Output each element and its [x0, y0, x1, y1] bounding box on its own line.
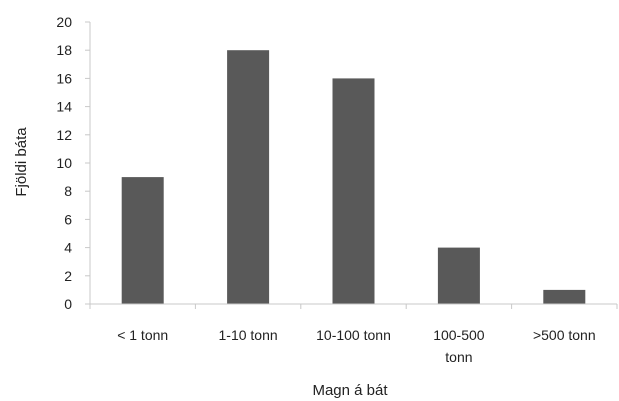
bar: [332, 78, 375, 305]
y-tick-label: 20: [56, 14, 72, 30]
y-tick-label: 8: [64, 183, 72, 199]
y-tick-label: 2: [64, 268, 72, 284]
x-tick-label: 100-500 tonn: [433, 327, 485, 365]
y-tick-label: 14: [56, 99, 72, 115]
bars: [121, 50, 586, 305]
x-tick-label: 1-10 tonn: [219, 327, 278, 343]
y-tick-label: 0: [64, 296, 72, 312]
x-tick-label: < 1 tonn: [117, 327, 168, 343]
y-tick-label: 6: [64, 211, 72, 227]
bar: [227, 50, 270, 305]
y-tick-label: 18: [56, 42, 72, 58]
x-axis-ticks: < 1 tonn 1-10 tonn 10-100 tonn 100-500 tonn >…: [89, 304, 618, 365]
x-axis-title: Magn á bát: [312, 382, 388, 399]
y-axis-title: Fjöldi báta: [13, 127, 30, 197]
y-tick-label: 16: [56, 70, 72, 86]
y-tick-label: 12: [56, 127, 72, 143]
bar: [121, 177, 164, 304]
y-tick-label: 4: [64, 240, 72, 256]
x-tick-label: >500 tonn: [533, 327, 596, 343]
bar: [437, 247, 480, 304]
x-tick-label: 10-100 tonn: [316, 327, 391, 343]
y-tick-label: 10: [56, 155, 72, 171]
bar: [543, 289, 586, 304]
y-axis-ticks: 0 2 4 6 8 10 12 14 16 18 20: [56, 14, 90, 312]
